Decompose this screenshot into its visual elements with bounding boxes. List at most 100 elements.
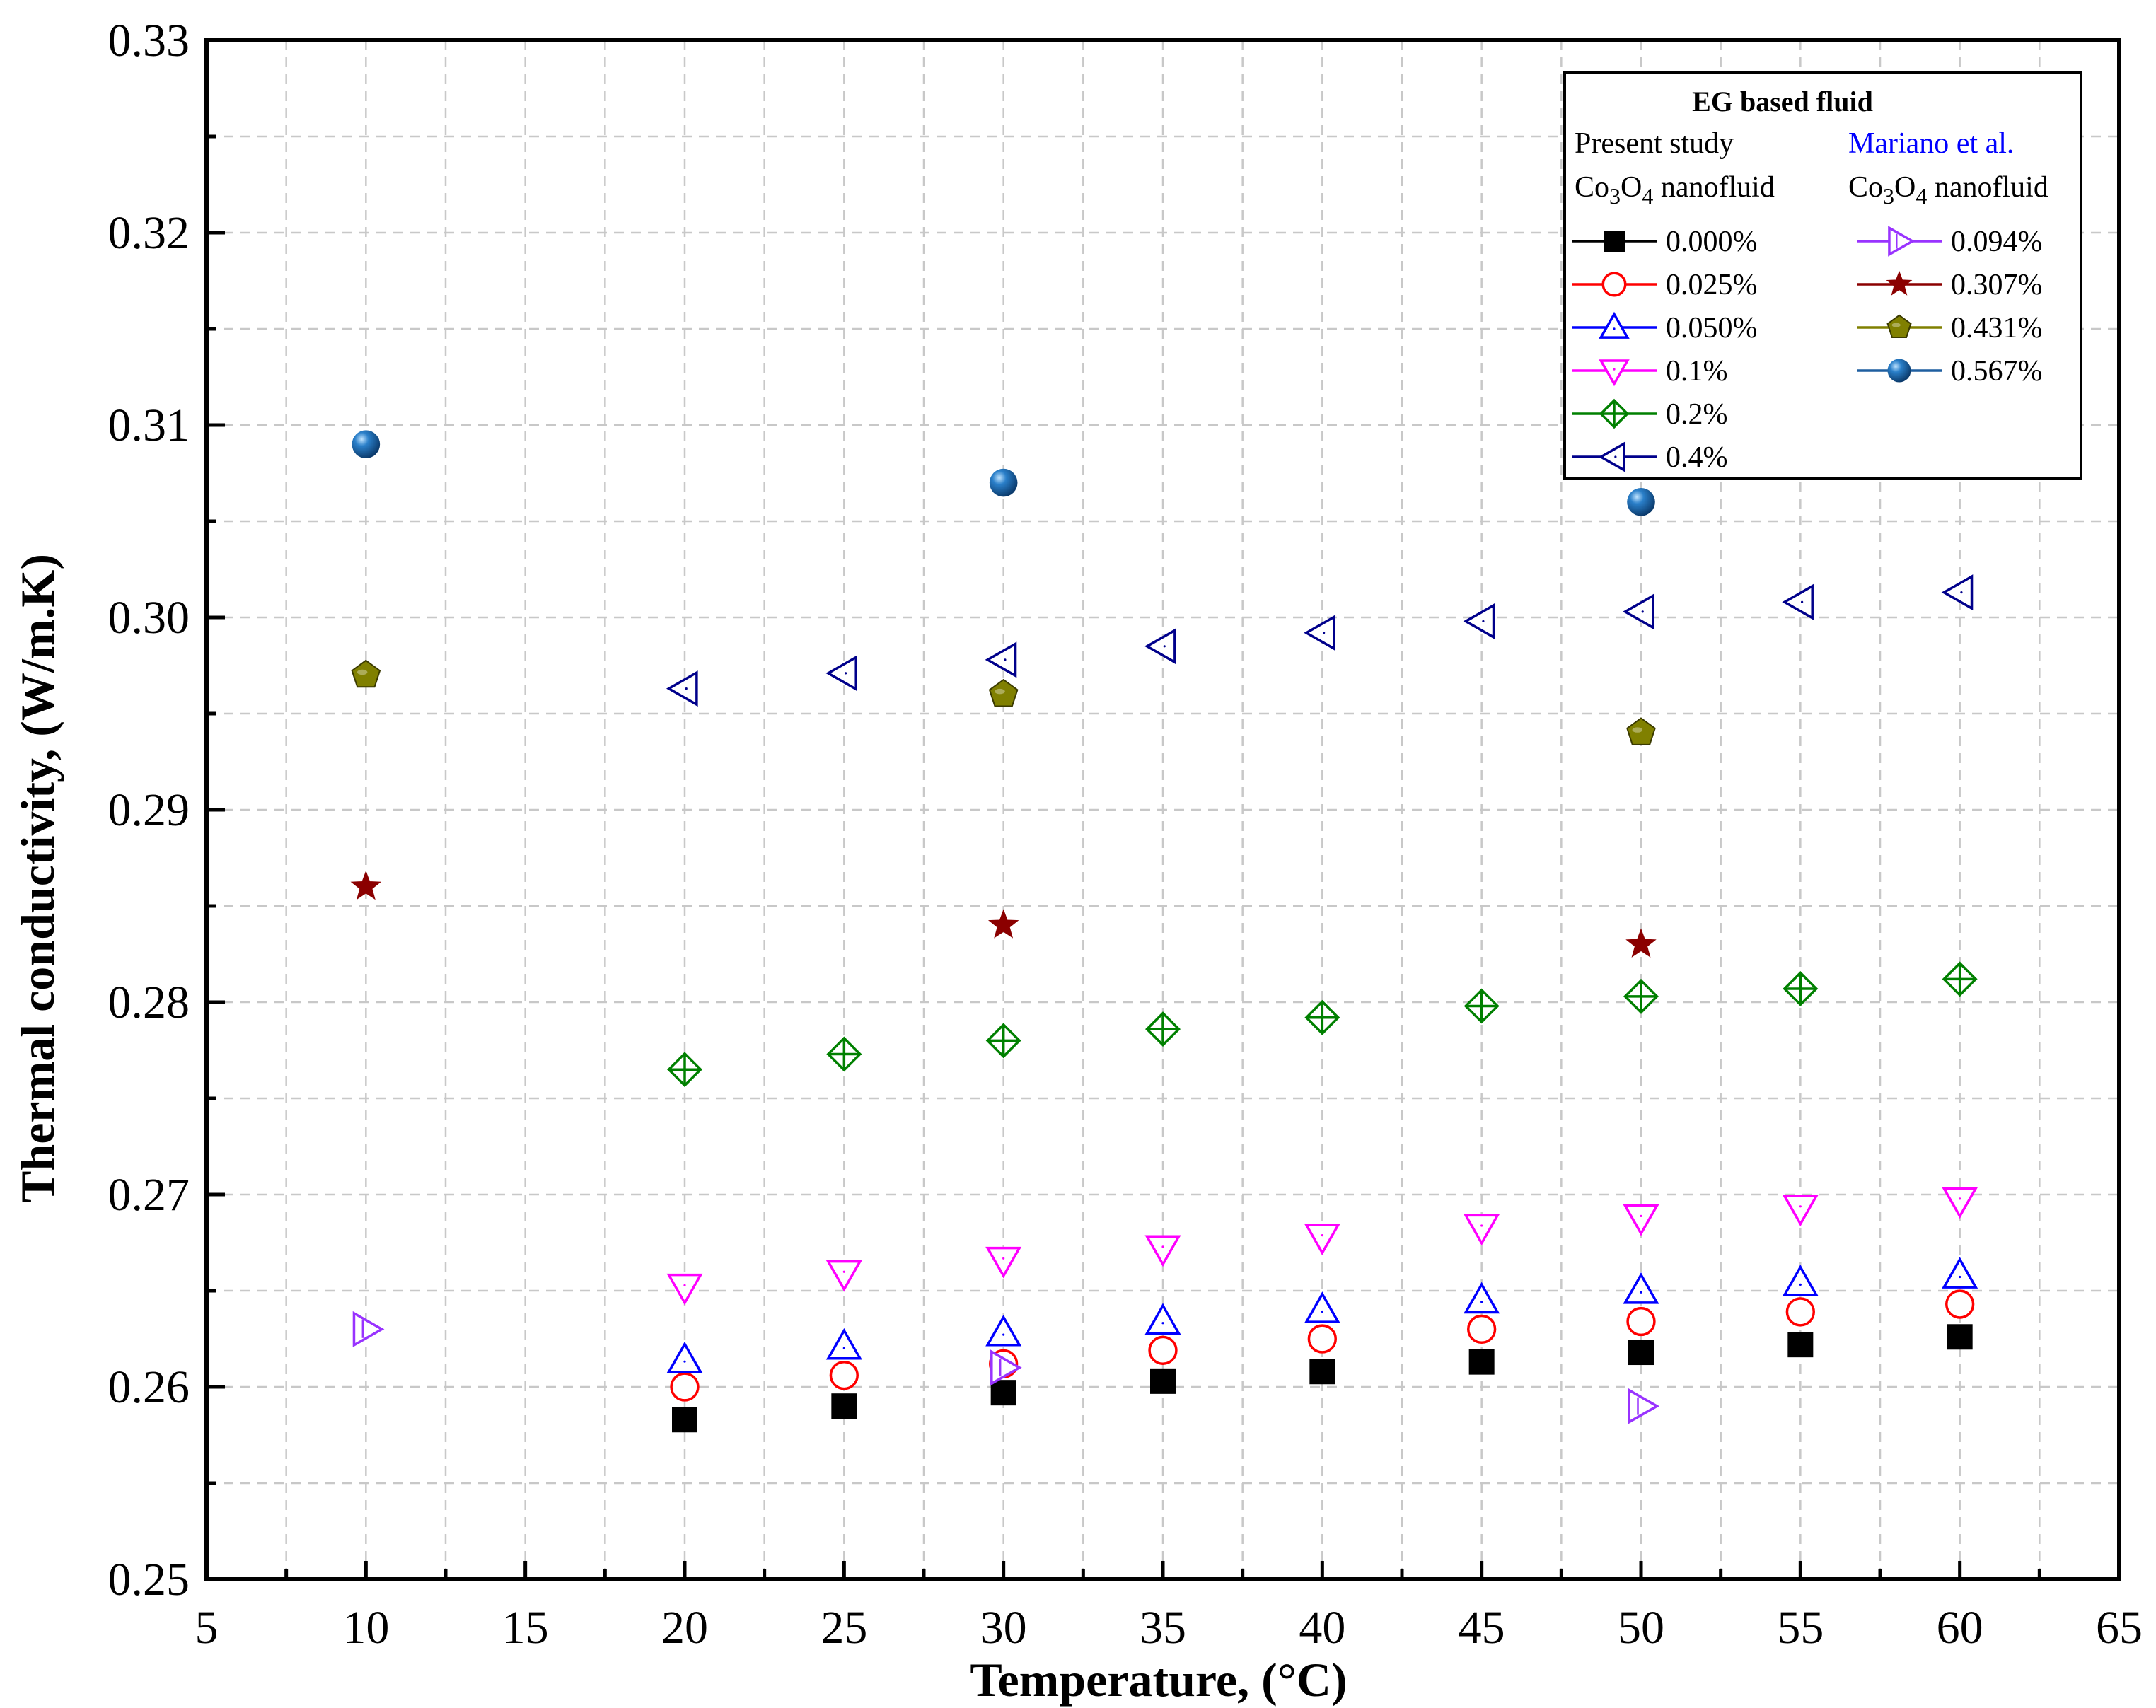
series-0.567%	[352, 430, 1655, 516]
data-point	[1785, 1297, 1815, 1327]
legend: EG based fluid Present study Mariano et …	[1563, 71, 2082, 480]
data-point	[670, 1372, 700, 1402]
legend-header-mariano: Mariano et al.	[1848, 127, 2014, 160]
data-point	[1626, 717, 1656, 745]
data-points	[350, 430, 1978, 1433]
data-point	[352, 430, 381, 458]
data-point	[666, 1341, 703, 1373]
legend-label: 0.094%	[1951, 226, 2043, 258]
y-tick-label: 0.25	[108, 1554, 190, 1605]
y-tick-label: 0.31	[108, 400, 190, 451]
legend-entry-0.4%: 0.4%	[1572, 441, 1728, 474]
data-point	[985, 1246, 1022, 1279]
data-point	[1464, 1282, 1500, 1314]
data-point	[1468, 1349, 1495, 1375]
data-point	[1626, 1306, 1656, 1337]
data-point	[1145, 1011, 1181, 1047]
y-tick-label: 0.29	[108, 784, 190, 836]
legend-title: EG based fluid	[1692, 86, 1873, 117]
legend-entries: 0.000% 0.025% 0.050% 0.1% 0.2% 0.4% 0.094% 0.30…	[1572, 226, 2043, 474]
legend-box	[1563, 71, 2082, 480]
x-tick-label: 5	[195, 1602, 219, 1654]
legend-entry-0.567%: 0.567%	[1857, 355, 2043, 388]
series-0.050%	[666, 1257, 1978, 1373]
data-point	[1787, 1332, 1814, 1358]
legend-entry-0.307%: 0.307%	[1857, 269, 2043, 301]
y-tick-label: 0.28	[108, 977, 190, 1028]
data-point	[350, 870, 382, 900]
data-point	[1309, 1359, 1335, 1385]
x-tick-label: 20	[661, 1602, 708, 1654]
data-point	[826, 1036, 862, 1072]
x-tick-label: 40	[1299, 1602, 1345, 1654]
data-point	[825, 655, 857, 692]
legend-entry-0.050%: 0.050%	[1572, 311, 1758, 344]
data-point	[1304, 615, 1335, 651]
data-point	[1144, 1303, 1181, 1335]
data-point	[1941, 574, 1974, 611]
legend-marker	[1887, 359, 1911, 383]
data-point	[1627, 488, 1655, 516]
y-tick-label: 0.33	[108, 15, 190, 66]
data-point	[1623, 1272, 1659, 1304]
legend-label: 0.307%	[1951, 269, 2043, 301]
legend-label: 0.567%	[1951, 355, 2043, 388]
data-point	[1628, 1340, 1654, 1366]
data-point	[825, 1328, 862, 1360]
data-point	[1947, 1324, 1973, 1350]
data-point	[1942, 961, 1978, 997]
plot-frame	[204, 38, 2121, 1581]
legend-label: 0.1%	[1666, 355, 1728, 388]
data-point	[1783, 970, 1819, 1006]
data-point	[1942, 1257, 1978, 1289]
data-point	[985, 1023, 1021, 1059]
data-point	[987, 909, 1019, 939]
x-tick-label: 30	[980, 1602, 1027, 1654]
legend-sub-mariano: Co3O4 nanofluid	[1848, 171, 2048, 209]
data-point	[1625, 928, 1657, 958]
data-point	[1150, 1368, 1176, 1394]
data-point	[1628, 1388, 1660, 1424]
data-point	[990, 1349, 1022, 1386]
data-point	[1144, 1235, 1181, 1267]
legend-marker	[1886, 270, 1913, 296]
data-point	[829, 1361, 859, 1390]
legend-marker	[1599, 359, 1630, 387]
y-tick-label: 0.32	[108, 207, 190, 259]
data-point	[666, 1273, 703, 1306]
legend-entry-0.1%: 0.1%	[1572, 355, 1728, 388]
legend-entry-0.025%: 0.025%	[1572, 269, 1758, 301]
legend-label: 0.4%	[1666, 441, 1728, 474]
series-0.2%	[667, 961, 1978, 1088]
data-point	[1148, 1335, 1178, 1365]
data-point	[667, 1052, 702, 1088]
data-point	[352, 1311, 385, 1347]
x-tick-label: 60	[1937, 1602, 1983, 1654]
x-tick-label: 15	[502, 1602, 549, 1654]
data-point	[825, 1260, 862, 1292]
data-point	[989, 468, 1018, 497]
data-point	[1463, 603, 1495, 639]
legend-marker	[1598, 441, 1625, 472]
legend-entry-0.431%: 0.431%	[1857, 312, 2043, 344]
series-0.307%	[350, 870, 1657, 958]
legend-marker	[1604, 231, 1625, 252]
y-tick-label: 0.30	[108, 592, 190, 644]
x-tick-label: 55	[1777, 1602, 1824, 1654]
series-0.431%	[351, 659, 1656, 745]
x-axis-title: Temperature, (°C)	[970, 1653, 1347, 1707]
data-point	[1782, 583, 1814, 620]
legend-label: 0.000%	[1666, 226, 1758, 258]
data-point	[666, 670, 698, 707]
data-point	[985, 1314, 1022, 1347]
legend-marker	[1601, 272, 1627, 297]
data-point	[1464, 1214, 1500, 1246]
data-point	[1945, 1289, 1975, 1319]
x-tick-label: 45	[1459, 1602, 1505, 1654]
data-point	[1942, 1187, 1978, 1219]
data-point	[1144, 628, 1176, 665]
legend-label: 0.050%	[1666, 312, 1758, 344]
x-tick-label: 65	[2096, 1602, 2143, 1654]
data-point	[985, 641, 1017, 678]
data-point	[988, 678, 1019, 707]
